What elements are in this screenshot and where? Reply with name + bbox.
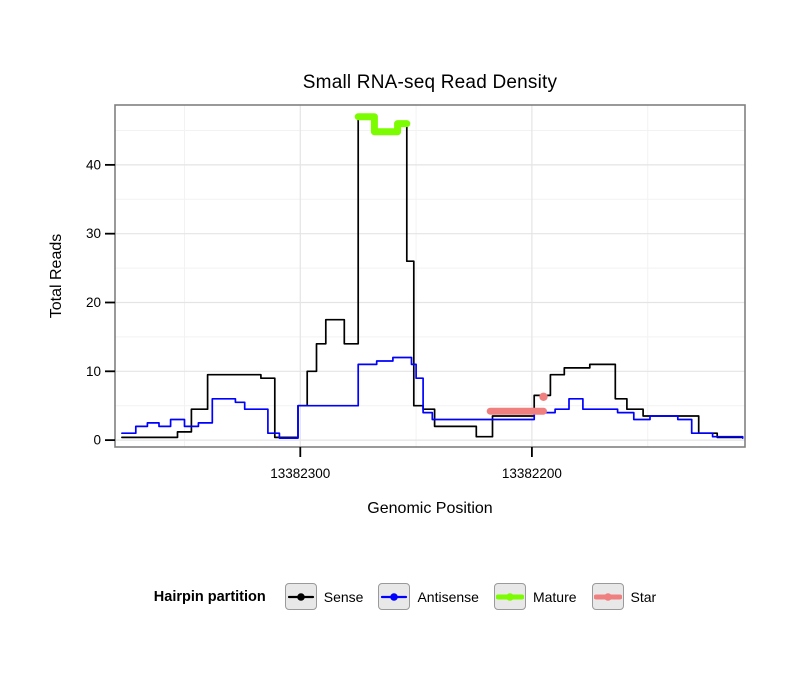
legend-dot bbox=[390, 592, 399, 601]
legend-item-mature: Mature bbox=[493, 583, 577, 610]
antisense-key-icon bbox=[378, 583, 411, 610]
y-tick-label: 0 bbox=[93, 433, 101, 448]
chart-title: Small RNA-seq Read Density bbox=[302, 72, 558, 93]
series-mature bbox=[354, 113, 411, 136]
plot-panel: 13382300 13382200 0 10 20 30 40 bbox=[86, 104, 746, 481]
y-axis-title: Total Reads bbox=[48, 233, 65, 319]
series-sense bbox=[121, 115, 744, 439]
panel-border bbox=[114, 104, 746, 448]
y-tick-label: 40 bbox=[86, 157, 101, 172]
legend-label-star: Star bbox=[630, 588, 657, 605]
mature-key-icon bbox=[493, 583, 526, 610]
legend-item-sense: Sense bbox=[284, 583, 364, 610]
legend-dot bbox=[296, 592, 305, 601]
legend: Hairpin partition Sense Antisense Mature St… bbox=[0, 583, 810, 610]
legend-dot bbox=[603, 592, 612, 601]
y-tick-label: 20 bbox=[86, 295, 101, 310]
x-axis-title: Genomic Position bbox=[367, 500, 493, 517]
y-tick-label: 30 bbox=[86, 226, 101, 241]
legend-item-star: Star bbox=[591, 583, 657, 610]
series-antisense bbox=[121, 356, 744, 439]
legend-item-antisense: Antisense bbox=[378, 583, 479, 610]
legend-label-antisense: Antisense bbox=[417, 588, 479, 605]
panel-background bbox=[115, 105, 745, 447]
y-tick-label: 10 bbox=[86, 364, 101, 379]
series-star-marker bbox=[539, 392, 548, 401]
x-tick-label: 13382200 bbox=[502, 466, 562, 481]
x-tick-label: 13382300 bbox=[270, 466, 330, 481]
legend-label-sense: Sense bbox=[323, 588, 364, 605]
legend-title: Hairpin partition bbox=[153, 588, 266, 605]
legend-dot bbox=[506, 592, 514, 601]
legend-label-mature: Mature bbox=[532, 588, 577, 605]
star-key-icon bbox=[591, 583, 624, 610]
sense-key-icon bbox=[284, 583, 317, 610]
